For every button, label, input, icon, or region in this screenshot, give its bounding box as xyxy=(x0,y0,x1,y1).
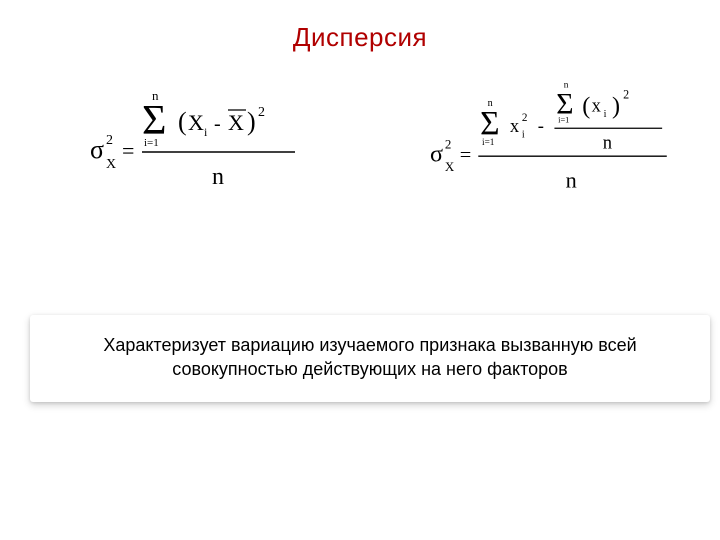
formula-variance-computational: σ 2 X = n n Σ i=1 x 2 i xyxy=(420,80,700,210)
denom-n-1: n xyxy=(212,164,224,190)
inner-denom-n: n xyxy=(603,133,612,154)
lparen2: ( xyxy=(582,92,590,119)
equals-sign: = xyxy=(122,138,134,163)
sum-glyph-2: Σ xyxy=(480,105,499,142)
sq2: 2 xyxy=(623,88,629,102)
slide-title: Дисперсия xyxy=(0,22,720,53)
equals-sign-r: = xyxy=(460,145,472,167)
Xbar-base: X xyxy=(228,110,244,135)
caption-line-1: Характеризует вариацию изучаемого призна… xyxy=(40,333,700,357)
xi2-base: x xyxy=(592,96,602,117)
outer-denom-n: n xyxy=(566,168,577,193)
sum-lower-i1c: i=1 xyxy=(558,116,569,125)
x2-sub: i xyxy=(522,130,525,141)
formula-left-svg: σ 2 X = n Σ i=1 ( X i - xyxy=(90,80,310,210)
minus2: - xyxy=(538,116,544,137)
Xi-sub: i xyxy=(204,125,208,139)
minus1: - xyxy=(214,113,221,135)
sigma-sup-2: 2 xyxy=(106,133,113,148)
formula-variance-definition: σ 2 X = n Σ i=1 ( X i - xyxy=(90,80,310,210)
sum-lower-i1a: i=1 xyxy=(144,137,159,149)
lparen1: ( xyxy=(178,107,187,136)
caption-box: Характеризует вариацию изучаемого призна… xyxy=(30,315,710,402)
caption-line-2: совокупностью действующих на него фактор… xyxy=(40,357,700,381)
formula-row: σ 2 X = n Σ i=1 ( X i - xyxy=(0,80,720,260)
x2-sup: 2 xyxy=(522,112,528,124)
sigma-sub-x: X xyxy=(106,157,116,172)
Xi-base: X xyxy=(188,110,204,135)
sigma-sup-2-r: 2 xyxy=(445,137,452,152)
rparen2: ) xyxy=(612,92,620,119)
rparen1: ) xyxy=(247,107,256,136)
sum-lower-i1b: i=1 xyxy=(482,138,495,148)
sigma-sub-x-r: X xyxy=(445,159,455,174)
slide: Дисперсия σ 2 X = n Σ i=1 xyxy=(0,0,720,540)
xi2-sub: i xyxy=(604,109,607,120)
sigma-glyph: σ xyxy=(90,135,104,164)
x2-base: x xyxy=(510,116,520,137)
sigma-glyph-r: σ xyxy=(430,141,443,168)
sq1: 2 xyxy=(258,105,265,120)
formula-right-svg: σ 2 X = n n Σ i=1 x 2 i xyxy=(420,80,700,210)
